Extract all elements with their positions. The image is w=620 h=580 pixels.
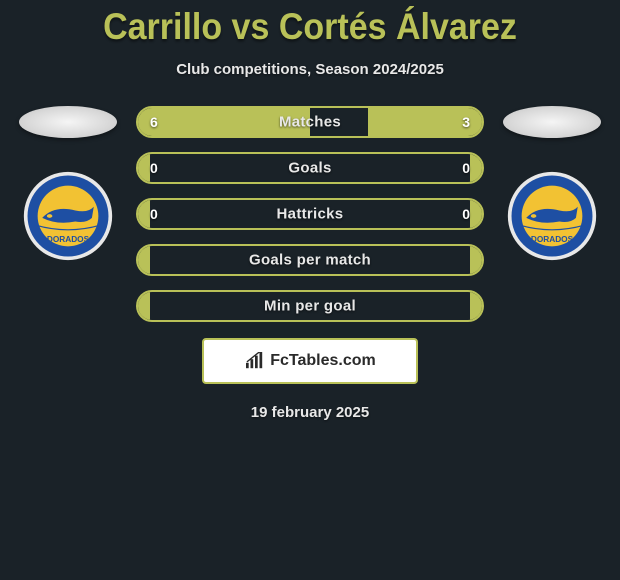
left-team-badge: DORADOS — [22, 170, 114, 262]
bar-fill-right — [470, 154, 482, 182]
bar-right-value: 0 — [462, 206, 470, 222]
bar-fill-right — [470, 200, 482, 228]
right-team-badge: DORADOS — [506, 170, 598, 262]
bar-right-value: 3 — [462, 114, 470, 130]
stat-bar: Min per goal — [136, 290, 484, 322]
bar-label: Min per goal — [264, 298, 356, 315]
left-player-photo-placeholder — [19, 106, 117, 138]
bar-fill-left — [138, 200, 150, 228]
dorados-badge-icon: DORADOS — [22, 170, 114, 262]
stat-bar: 0 0 Goals — [136, 152, 484, 184]
bar-fill-left — [138, 292, 150, 320]
main-row: DORADOS 6 3 Matches 0 0 Goals 0 0 Hattricks Goals… — [0, 106, 620, 322]
right-player-col: DORADOS — [502, 106, 602, 262]
bar-left-value: 0 — [150, 160, 158, 176]
left-player-col: DORADOS — [18, 106, 118, 262]
page-title: Carrillo vs Cortés Álvarez — [0, 6, 620, 49]
bar-right-value: 0 — [462, 160, 470, 176]
stat-bar: Goals per match — [136, 244, 484, 276]
bar-chart-icon — [244, 352, 266, 370]
right-player-photo-placeholder — [503, 106, 601, 138]
bar-left-value: 6 — [150, 114, 158, 130]
bar-fill-right — [470, 292, 482, 320]
bar-fill-right — [470, 246, 482, 274]
brand-text: FcTables.com — [270, 352, 376, 370]
bar-fill-left — [138, 246, 150, 274]
svg-text:DORADOS: DORADOS — [47, 235, 90, 244]
bar-label: Matches — [279, 114, 341, 131]
date-label: 19 february 2025 — [0, 404, 620, 421]
brand-box[interactable]: FcTables.com — [202, 338, 418, 384]
bar-label: Goals — [288, 160, 331, 177]
bar-fill-left — [138, 154, 150, 182]
stats-bars: 6 3 Matches 0 0 Goals 0 0 Hattricks Goals per mat… — [136, 106, 484, 322]
svg-text:DORADOS: DORADOS — [531, 235, 574, 244]
bar-label: Goals per match — [249, 252, 371, 269]
comparison-card: Carrillo vs Cortés Álvarez Club competit… — [0, 0, 620, 421]
stat-bar: 6 3 Matches — [136, 106, 484, 138]
bar-label: Hattricks — [277, 206, 344, 223]
dorados-badge-icon: DORADOS — [506, 170, 598, 262]
page-subtitle: Club competitions, Season 2024/2025 — [0, 61, 620, 78]
stat-bar: 0 0 Hattricks — [136, 198, 484, 230]
bar-left-value: 0 — [150, 206, 158, 222]
